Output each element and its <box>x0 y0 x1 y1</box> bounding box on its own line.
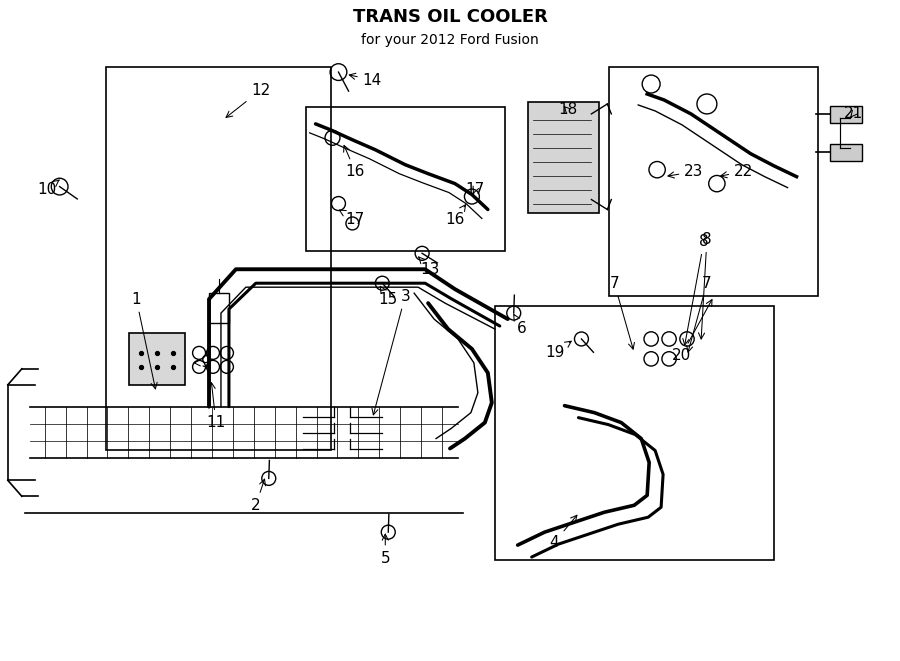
Text: 16: 16 <box>446 205 465 227</box>
Text: 20: 20 <box>671 299 712 364</box>
Text: 22: 22 <box>721 164 753 179</box>
Bar <box>209 293 229 323</box>
Text: 16: 16 <box>344 145 365 179</box>
Text: 9: 9 <box>194 356 211 370</box>
Text: 7: 7 <box>687 276 712 352</box>
Text: 11: 11 <box>206 383 226 430</box>
Bar <box>527 102 599 214</box>
Text: 14: 14 <box>349 73 382 87</box>
FancyBboxPatch shape <box>130 333 185 385</box>
Bar <box>831 106 862 123</box>
Text: 19: 19 <box>544 341 572 360</box>
Text: TRANS OIL COOLER: TRANS OIL COOLER <box>353 9 547 26</box>
Text: 21: 21 <box>843 106 863 122</box>
Text: 23: 23 <box>668 164 704 179</box>
Text: 7: 7 <box>609 276 634 349</box>
Text: 4: 4 <box>550 516 577 549</box>
Bar <box>831 144 862 161</box>
Bar <box>495 306 774 560</box>
Text: 15: 15 <box>379 286 398 307</box>
Text: 12: 12 <box>226 83 270 118</box>
Text: 8: 8 <box>698 232 712 339</box>
Text: 17: 17 <box>339 210 365 227</box>
Text: 8: 8 <box>683 234 708 345</box>
Text: 10: 10 <box>37 180 59 197</box>
Text: 18: 18 <box>558 102 577 118</box>
Text: 5: 5 <box>381 534 390 566</box>
Text: 3: 3 <box>372 289 410 415</box>
Text: for your 2012 Ford Fusion: for your 2012 Ford Fusion <box>361 33 539 47</box>
Bar <box>306 107 505 251</box>
Bar <box>106 67 330 451</box>
Text: 13: 13 <box>418 257 440 277</box>
Bar <box>609 67 818 296</box>
Text: 6: 6 <box>514 315 526 336</box>
Text: 17: 17 <box>465 182 484 197</box>
Text: 1: 1 <box>131 292 158 389</box>
Text: 2: 2 <box>251 479 266 513</box>
